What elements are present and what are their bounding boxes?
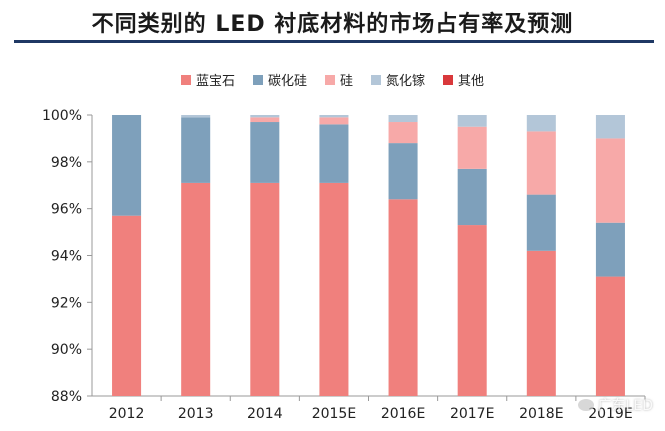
legend-swatch xyxy=(180,74,191,85)
legend-item: 蓝宝石 xyxy=(180,70,235,89)
bar-segment xyxy=(526,194,556,251)
y-tick-label: 94% xyxy=(51,249,82,265)
y-tick-label: 92% xyxy=(51,295,82,311)
bar-segment xyxy=(388,199,418,396)
chart-title: 不同类别的 LED 衬底材料的市场占有率及预测 xyxy=(91,12,574,37)
legend-item: 硅 xyxy=(324,70,353,89)
wechat-icon xyxy=(577,399,594,411)
x-tick-label: 2014 xyxy=(247,406,283,422)
legend-label: 氮化镓 xyxy=(386,74,426,89)
x-tick-label: 2012 xyxy=(109,406,145,422)
bar-segment xyxy=(526,250,556,396)
bar-segment xyxy=(388,122,418,144)
bar-segment xyxy=(112,115,142,216)
bar-segment xyxy=(250,115,280,118)
x-tick-label: 2016E xyxy=(381,406,425,422)
bar-segment xyxy=(526,115,556,132)
legend-label: 碳化硅 xyxy=(267,74,307,89)
y-tick-label: 90% xyxy=(51,342,82,358)
bar-segment xyxy=(112,215,142,396)
bar-segment xyxy=(250,122,280,183)
x-tick-label: 2017E xyxy=(450,406,494,422)
y-tick-label: 96% xyxy=(51,202,82,218)
legend-swatch xyxy=(252,74,263,85)
legend-item: 其他 xyxy=(443,70,484,89)
x-tick-label: 2013 xyxy=(178,406,214,422)
bar-segment xyxy=(319,117,349,125)
legend-swatch xyxy=(324,74,335,85)
legend-label: 硅 xyxy=(339,74,353,89)
bar-segment xyxy=(250,117,280,123)
watermark: 广东LED xyxy=(577,395,653,415)
bar-segment xyxy=(457,168,487,226)
y-tick-label: 100% xyxy=(42,108,82,124)
legend-label: 其他 xyxy=(458,74,485,89)
bar-segment xyxy=(181,117,211,183)
bar-segment xyxy=(595,138,625,223)
x-tick-label: 2018E xyxy=(519,406,563,422)
x-tick-label: 2019E xyxy=(588,406,632,422)
bar-segment xyxy=(319,115,349,118)
legend-swatch xyxy=(443,74,454,85)
bar-segment xyxy=(595,222,625,277)
bar-segment xyxy=(595,276,625,396)
bar-segment xyxy=(457,115,487,127)
bar-segment xyxy=(181,115,211,118)
bar-segment xyxy=(457,126,487,169)
x-tick-label: 2015E xyxy=(312,406,356,422)
y-tick-label: 98% xyxy=(51,155,82,171)
bar-segment xyxy=(388,115,418,123)
title-underline xyxy=(14,40,654,43)
bar-segment xyxy=(319,182,349,396)
bar-segment xyxy=(250,182,280,396)
bar-segment xyxy=(319,124,349,183)
legend-swatch xyxy=(371,74,381,85)
bar-segment xyxy=(388,143,418,200)
legend-item: 碳化硅 xyxy=(252,70,307,89)
y-tick-label: 88% xyxy=(51,389,82,405)
bar-segment xyxy=(526,131,556,195)
legend: 蓝宝石 碳化硅 硅 氮化镓 其他 xyxy=(0,70,665,89)
bar-segment xyxy=(595,115,625,139)
bar-segment xyxy=(457,225,487,396)
legend-label: 蓝宝石 xyxy=(195,74,235,89)
bar-segment xyxy=(181,182,211,396)
watermark-text: 广东LED xyxy=(597,398,653,414)
legend-item: 氮化镓 xyxy=(371,70,425,89)
